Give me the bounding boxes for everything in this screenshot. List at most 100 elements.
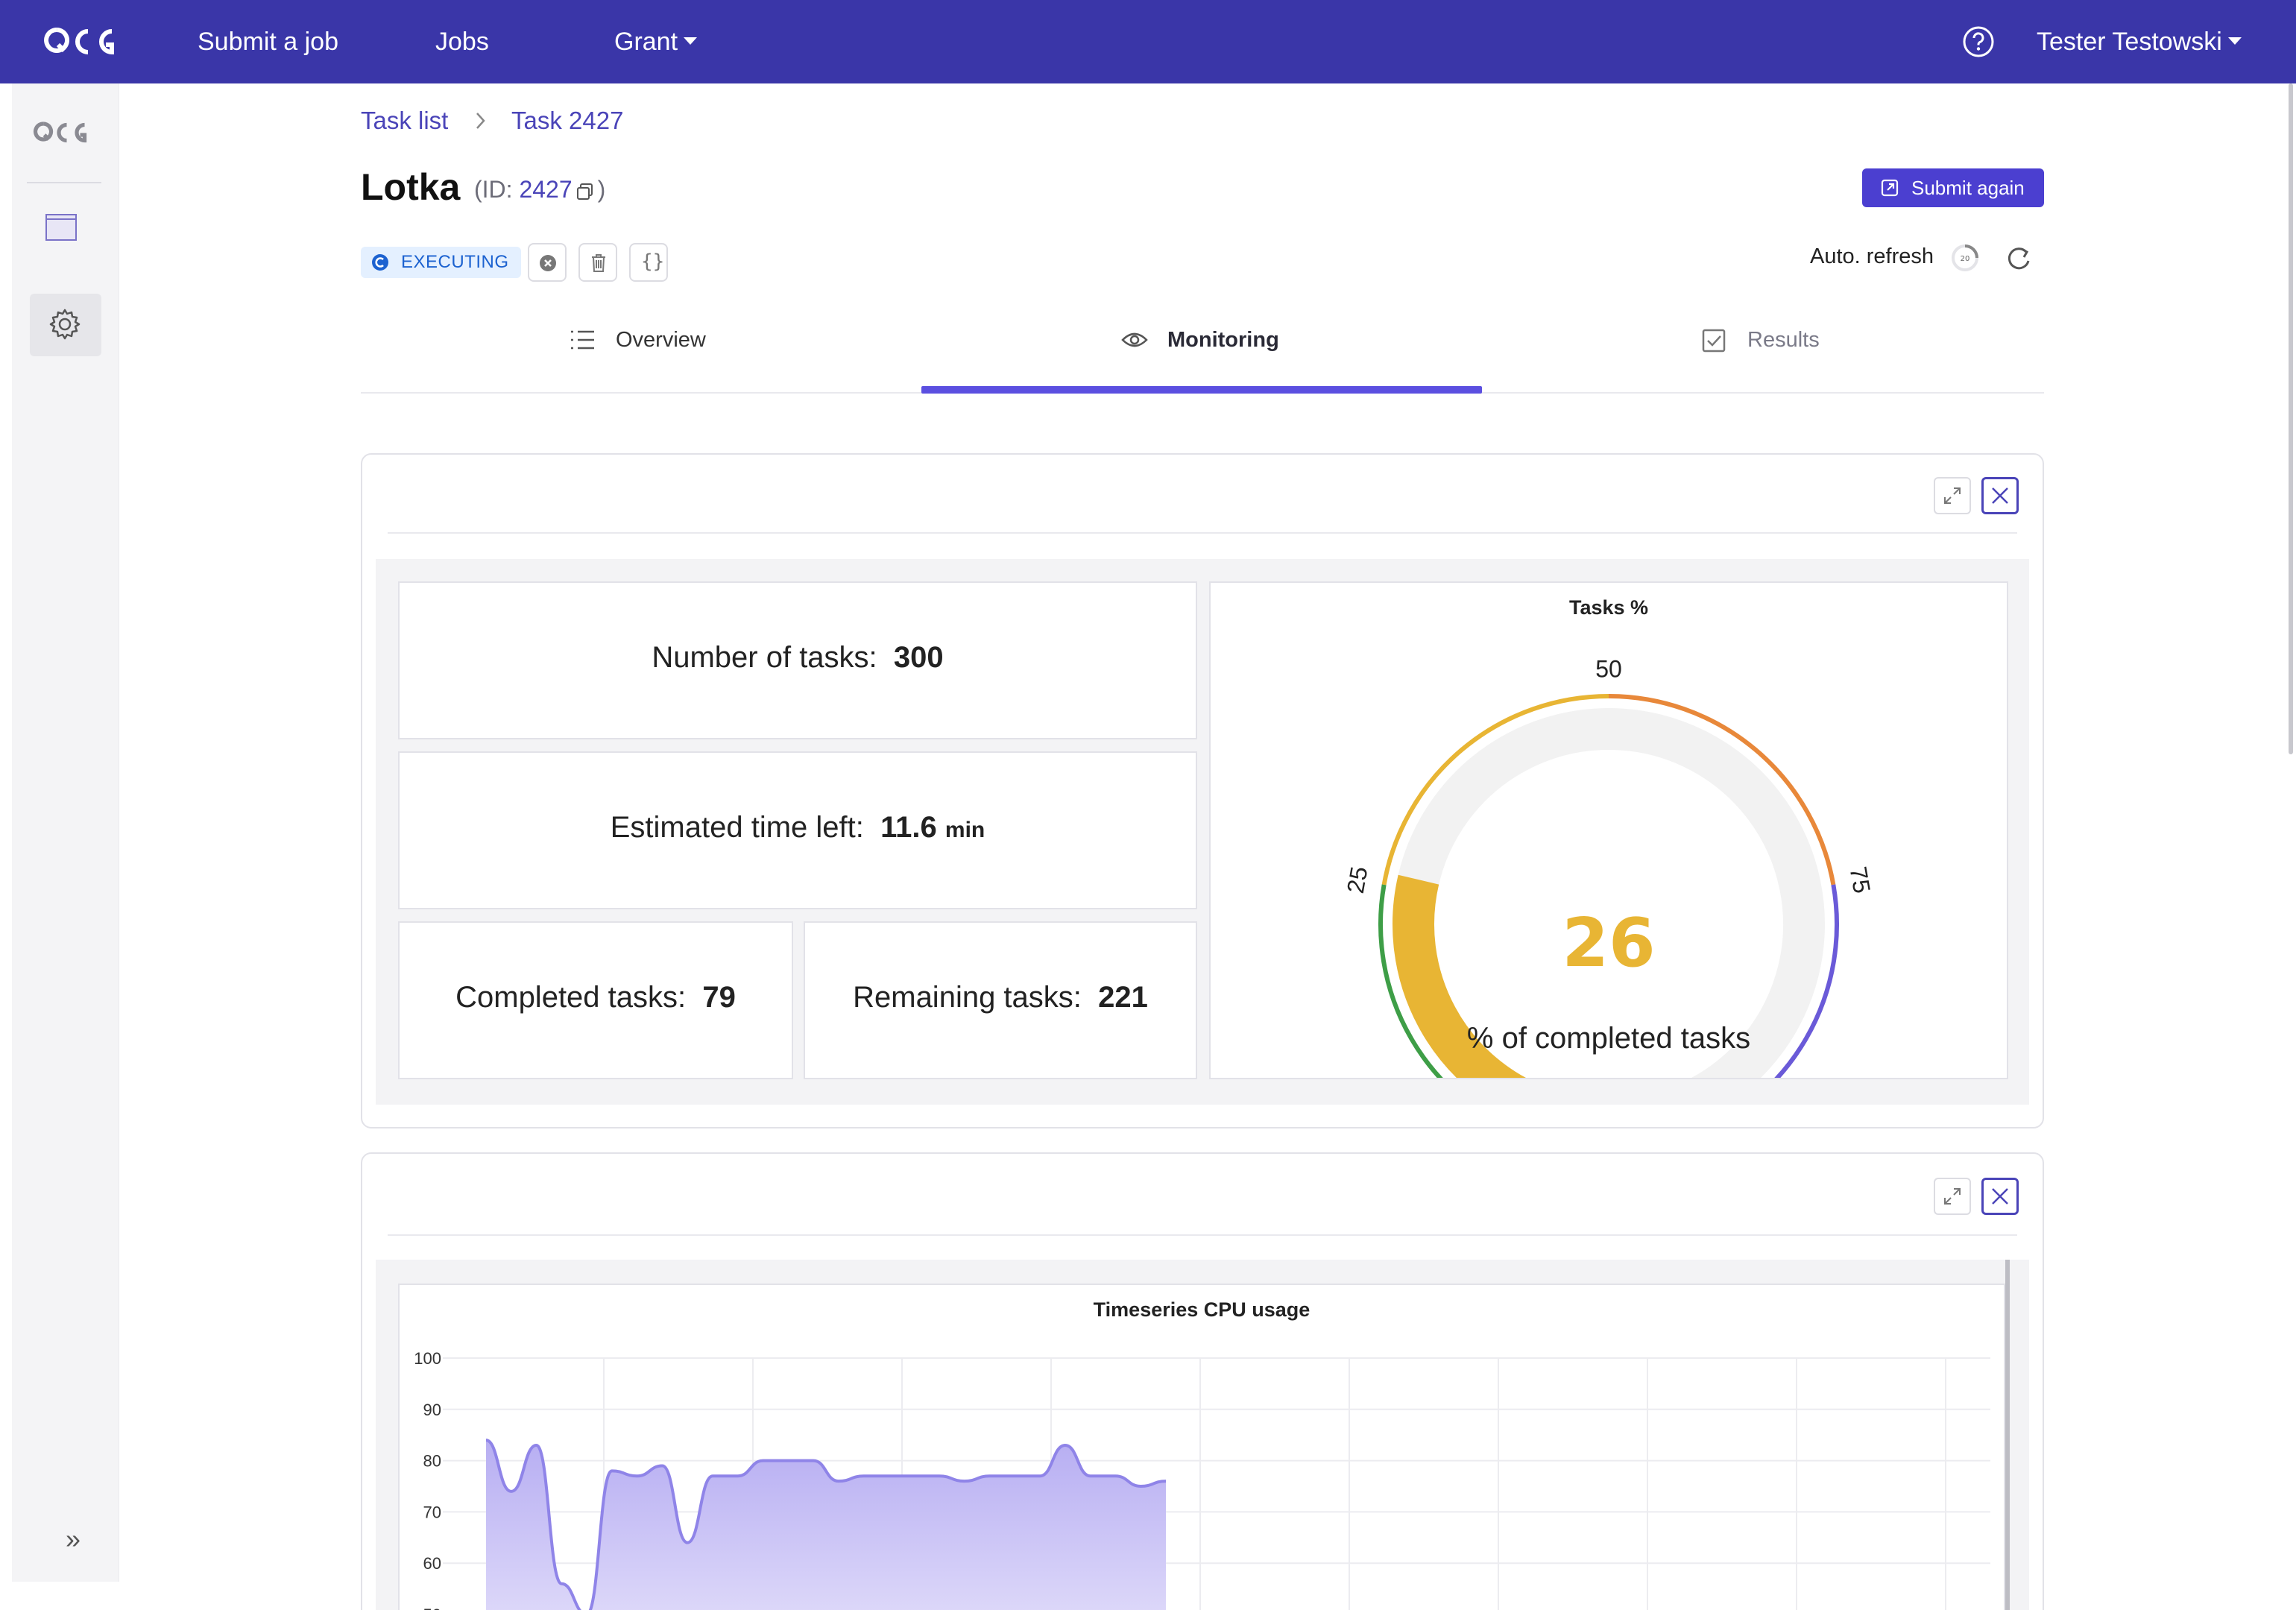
status-label: EXECUTING — [401, 252, 509, 272]
tab-monitoring[interactable]: Monitoring — [1121, 322, 1279, 358]
task-id-prefix: (ID: — [474, 176, 513, 203]
sidebar-item-settings[interactable] — [30, 294, 101, 356]
braces-icon: {} — [641, 250, 665, 273]
sidebar-expand-icon[interactable]: » — [66, 1524, 81, 1554]
delete-task-button[interactable] — [578, 243, 617, 282]
gauge-rim-segment — [1378, 884, 1443, 1078]
status-badge: EXECUTING — [361, 247, 521, 278]
auto-refresh-seconds: 20 — [1961, 255, 1970, 263]
cancel-task-button[interactable] — [528, 243, 567, 282]
tasks-gauge: 0255075100 26 % of completed tasks — [1342, 655, 1876, 1078]
tab-results-label: Results — [1747, 328, 1820, 352]
number-of-tasks-card: Number of tasks: 300 — [398, 581, 1197, 739]
task-id-value: 2427 — [519, 176, 573, 203]
list-icon — [571, 330, 594, 350]
gauge-rim-segment — [1774, 884, 1839, 1078]
eye-icon — [1121, 332, 1148, 347]
gauge-rim-segment — [1608, 694, 1836, 886]
top-navbar: Submit a job Jobs Grant Tester Testowski — [0, 0, 2296, 83]
gauge-value: 26 — [1562, 904, 1655, 982]
folder-icon[interactable] — [45, 212, 78, 242]
completed-tasks-label: Completed tasks: — [455, 981, 687, 1014]
y-tick-label: 100 — [414, 1349, 441, 1368]
chevron-down-icon — [684, 37, 698, 45]
copy-icon[interactable] — [575, 182, 595, 201]
tab-monitoring-label: Monitoring — [1167, 328, 1279, 352]
panel-header-divider — [388, 532, 2017, 534]
auto-refresh-timer[interactable]: 20 — [1949, 242, 1981, 274]
sidebar-divider — [27, 182, 101, 183]
expand-icon — [1944, 1188, 1961, 1205]
cpu-panel: Timeseries CPU usage 100 90 80 70 60 50 — [361, 1152, 2044, 1610]
json-view-button[interactable]: {} — [629, 243, 668, 282]
user-menu[interactable]: Tester Testowski — [2037, 25, 2242, 58]
tab-results[interactable]: Results — [1701, 322, 1820, 358]
sidebar-qcg-logo[interactable] — [33, 119, 89, 146]
remaining-tasks-stat: Remaining tasks: 221 — [805, 981, 1196, 1014]
estimated-time-unit: min — [944, 818, 985, 842]
cpu-chart-card: Timeseries CPU usage 100 90 80 70 60 50 — [398, 1284, 2005, 1610]
panel-scrollbar[interactable] — [2005, 1260, 2010, 1610]
gauge-title: Tasks % — [1568, 596, 1649, 619]
gauge-tick-labels: 0255075100 — [1342, 655, 1876, 895]
refresh-icon[interactable] — [2002, 242, 2035, 274]
y-tick-label: 80 — [423, 1452, 441, 1471]
close-panel-button[interactable] — [1981, 1178, 2019, 1215]
completed-tasks-card: Completed tasks: 79 — [398, 921, 793, 1079]
gear-icon — [49, 309, 81, 340]
y-tick-label: 50 — [423, 1606, 441, 1610]
cpu-usage-chart: 100 90 80 70 60 50 — [414, 1349, 1990, 1610]
executing-icon — [372, 254, 388, 271]
page-title: Lotka — [361, 166, 461, 208]
estimated-time-card: Estimated time left: 11.6 min — [398, 751, 1197, 909]
cpu-usage-area — [486, 1440, 1166, 1610]
gauge-color-rim — [1378, 694, 1839, 1078]
gauge-fill — [1393, 874, 1527, 1078]
chevron-right-icon — [476, 113, 485, 129]
estimated-time-value: 11.6 — [880, 811, 937, 844]
page-scrollbar[interactable] — [2289, 83, 2293, 754]
breadcrumb-task[interactable]: Task 2427 — [511, 107, 624, 134]
cpu-panel-body: Timeseries CPU usage 100 90 80 70 60 50 — [376, 1260, 2029, 1610]
user-name: Tester Testowski — [2037, 28, 2222, 56]
gauge-tick-label: 25 — [1342, 865, 1373, 895]
y-tick-label: 60 — [423, 1554, 441, 1573]
close-panel-button[interactable] — [1981, 477, 2019, 514]
resubmit-icon — [1881, 179, 1899, 197]
help-icon[interactable] — [1962, 25, 1995, 58]
qcg-logo[interactable] — [42, 22, 116, 61]
trash-icon — [592, 254, 605, 272]
sidebar: » — [12, 83, 119, 1582]
task-id-suffix: ) — [597, 176, 606, 203]
y-tick-label: 90 — [423, 1401, 441, 1419]
estimated-time-label: Estimated time left: — [610, 811, 864, 844]
auto-refresh-label: Auto. refresh — [1810, 244, 1934, 268]
gauge-caption: % of completed tasks — [1467, 1022, 1750, 1055]
remaining-tasks-value: 221 — [1098, 981, 1148, 1014]
tasks-gauge-card: Tasks % 0255075100 26 % of completed tas… — [1209, 581, 2008, 1079]
gauge-tick-label: 50 — [1595, 655, 1622, 682]
breadcrumb-task-list[interactable]: Task list — [361, 107, 449, 134]
nav-submit-job[interactable]: Submit a job — [198, 28, 338, 56]
expand-panel-button[interactable] — [1934, 477, 1971, 514]
estimated-time-stat: Estimated time left: 11.6 min — [400, 811, 1196, 845]
y-tick-label: 70 — [423, 1503, 441, 1521]
nav-jobs[interactable]: Jobs — [435, 28, 489, 56]
chevron-down-icon — [2227, 37, 2242, 45]
close-icon — [1992, 487, 2008, 504]
cpu-usage-line — [485, 1439, 1167, 1610]
completed-tasks-value: 79 — [702, 981, 736, 1014]
tab-overview[interactable]: Overview — [570, 322, 706, 358]
gauge-rim-segment — [1381, 694, 1609, 886]
gauge-tick-label: 75 — [1845, 865, 1876, 895]
nav-grant-dropdown[interactable]: Grant — [614, 25, 698, 58]
stats-panel: Number of tasks: 300 Estimated time left… — [361, 453, 2044, 1128]
nav-grant-label: Grant — [614, 28, 678, 56]
submit-again-label: Submit again — [1911, 177, 2025, 199]
completed-tasks-stat: Completed tasks: 79 — [400, 981, 792, 1014]
tab-overview-label: Overview — [616, 328, 706, 352]
submit-again-button[interactable]: Submit again — [1862, 168, 2044, 207]
number-of-tasks-stat: Number of tasks: 300 — [400, 641, 1196, 675]
close-icon — [1992, 1188, 2008, 1205]
expand-panel-button[interactable] — [1934, 1178, 1971, 1215]
